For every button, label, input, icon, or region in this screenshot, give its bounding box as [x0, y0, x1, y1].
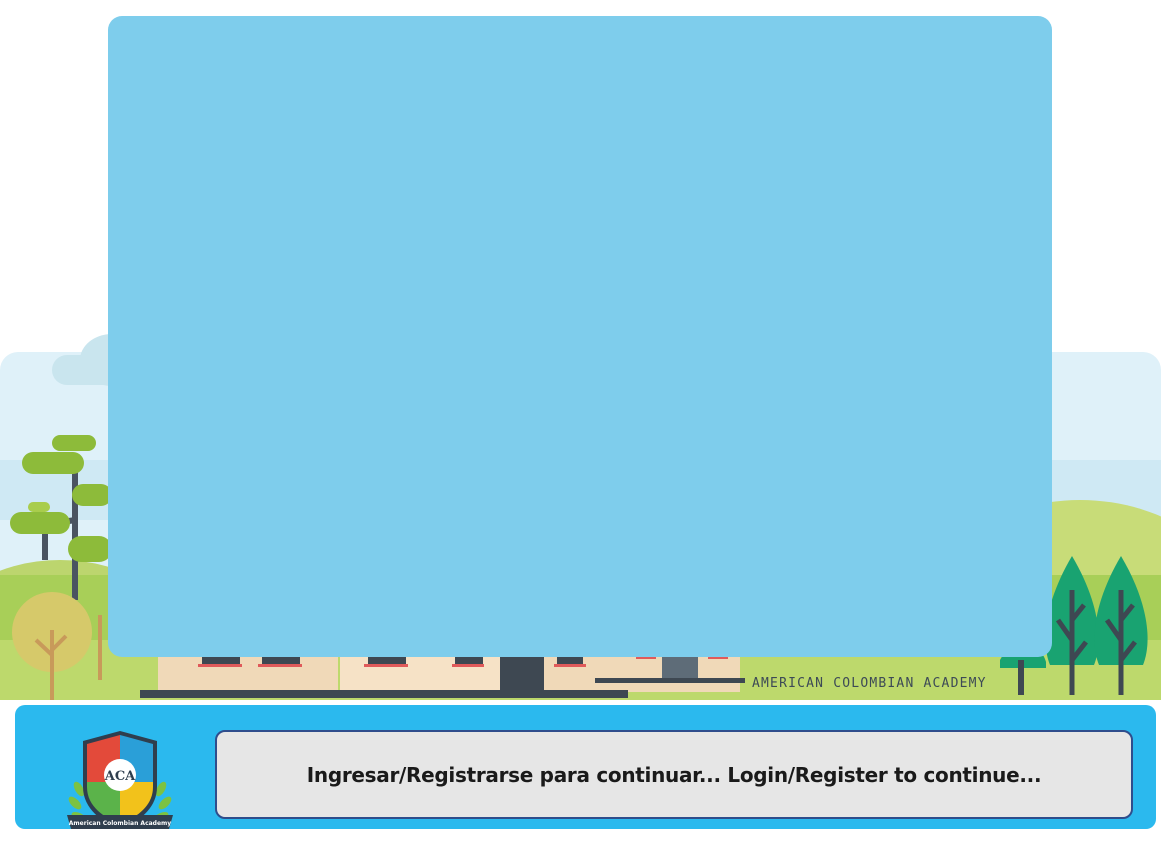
svg-text:American Colombian Academy: American Colombian Academy [69, 820, 172, 827]
academy-crest-logo: ACA American Colombian Academy [67, 731, 173, 829]
main-content-panel [108, 16, 1052, 657]
login-register-prompt[interactable]: Ingresar/Registrarse para continuar... L… [215, 730, 1133, 819]
login-register-message[interactable]: Ingresar/Registrarse para continuar... L… [306, 762, 1042, 787]
login-bar: ACA American Colombian Academy Ingresar/… [15, 705, 1156, 829]
round-tree-icon [12, 592, 102, 700]
svg-text:ACA: ACA [104, 769, 136, 784]
tree-icon [10, 435, 112, 600]
academy-sign: AMERICAN COLOMBIAN ACADEMY [752, 676, 987, 691]
